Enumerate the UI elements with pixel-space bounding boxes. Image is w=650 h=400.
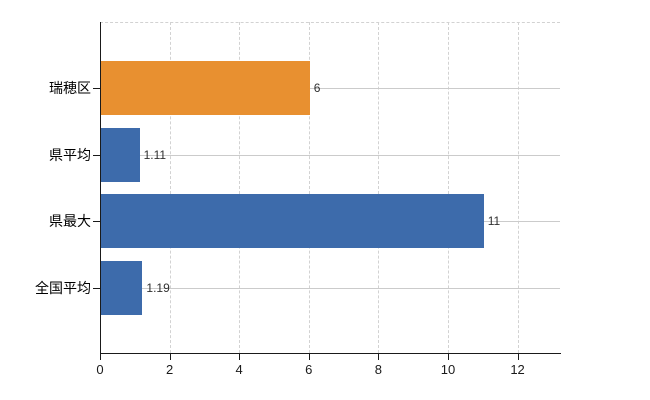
x-tick-label: 0 bbox=[96, 362, 104, 377]
x-axis-tick bbox=[447, 354, 449, 360]
x-tick-label: 4 bbox=[235, 362, 243, 377]
x-tick-label: 2 bbox=[165, 362, 174, 377]
category-axis-tick bbox=[93, 221, 100, 223]
category-label: 全国平均 bbox=[35, 280, 91, 296]
gridline-horizontal bbox=[100, 288, 560, 289]
bar-value-label: 1.11 bbox=[143, 147, 167, 162]
x-axis-tick bbox=[378, 354, 380, 360]
bar-value-label: 6 bbox=[313, 81, 321, 95]
gridline-vertical bbox=[517, 22, 519, 353]
chart-bar bbox=[101, 194, 484, 249]
plot-top-border bbox=[100, 22, 560, 23]
category-label: 県平均 bbox=[49, 146, 91, 163]
x-axis-tick bbox=[517, 354, 519, 360]
x-axis-tick bbox=[100, 354, 101, 360]
category-axis-tick bbox=[93, 88, 100, 89]
category-label: 瑞穂区 bbox=[49, 80, 91, 96]
gridline-horizontal bbox=[100, 154, 560, 156]
x-tick-label: 12 bbox=[510, 362, 525, 377]
category-axis-tick bbox=[93, 154, 100, 156]
chart-bar bbox=[101, 61, 310, 115]
chart-bar bbox=[101, 127, 140, 182]
bar-value-label: 11 bbox=[487, 214, 501, 229]
x-axis-tick bbox=[239, 354, 241, 360]
x-tick-label: 8 bbox=[374, 362, 382, 377]
category-label: 県最大 bbox=[49, 213, 91, 230]
gridline-vertical bbox=[447, 22, 449, 353]
bar-value-label: 1.19 bbox=[146, 281, 170, 295]
x-axis-tick bbox=[169, 354, 171, 360]
x-tick-label: 10 bbox=[440, 362, 456, 377]
gridline-vertical bbox=[239, 22, 241, 353]
gridline-vertical bbox=[169, 22, 171, 353]
category-axis-tick bbox=[93, 288, 100, 289]
gridline-vertical bbox=[378, 22, 380, 353]
gridline-horizontal bbox=[100, 88, 560, 89]
y-axis-line bbox=[100, 22, 101, 354]
x-axis-tick bbox=[308, 354, 310, 360]
gridline-vertical bbox=[308, 22, 310, 353]
chart-bar bbox=[101, 261, 143, 315]
x-axis-line bbox=[100, 353, 561, 354]
x-tick-label: 6 bbox=[305, 362, 313, 377]
